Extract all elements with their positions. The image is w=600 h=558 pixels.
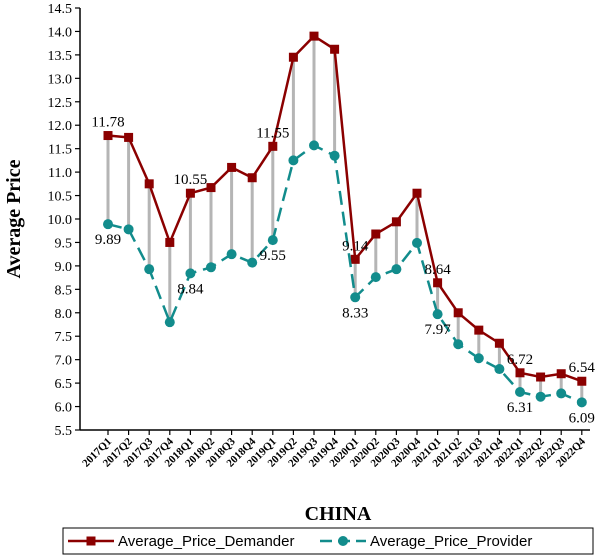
data-label: 6.54 bbox=[569, 360, 596, 376]
y-tick-label: 9.0 bbox=[55, 260, 73, 275]
data-point-circle bbox=[123, 224, 134, 235]
data-point-circle bbox=[267, 235, 278, 246]
legend: Average_Price_Demander Average_Price_Prov… bbox=[62, 527, 594, 555]
y-tick-label: 11.5 bbox=[48, 143, 72, 158]
y-tick-label: 13.5 bbox=[48, 49, 73, 64]
data-label: 11.55 bbox=[256, 125, 289, 141]
data-point-circle bbox=[391, 264, 402, 275]
data-point-circle bbox=[453, 339, 464, 350]
data-point-circle bbox=[432, 309, 443, 320]
data-point-circle bbox=[370, 272, 381, 283]
data-labels: 11.78 9.89 10.55 8.84 11.55 9.55 9.14 8.33 8.64 7… bbox=[91, 115, 595, 427]
y-axis-title: Average Price bbox=[3, 159, 25, 278]
data-point-square bbox=[453, 308, 463, 318]
data-point-circle bbox=[535, 391, 546, 402]
data-point-square bbox=[144, 179, 154, 189]
data-point-circle bbox=[329, 150, 340, 161]
data-point-square bbox=[103, 131, 113, 141]
data-point-square bbox=[433, 278, 443, 288]
data-point-circle bbox=[576, 397, 587, 408]
data-point-square bbox=[350, 254, 360, 264]
y-tick-label: 5.5 bbox=[55, 424, 73, 439]
y-tick-label: 11.0 bbox=[48, 166, 72, 181]
data-point-square bbox=[288, 52, 298, 62]
legend-marker-circle bbox=[338, 536, 348, 546]
data-point-circle bbox=[494, 364, 505, 375]
data-point-square bbox=[206, 183, 216, 193]
data-point-circle bbox=[288, 155, 299, 166]
data-label: 9.14 bbox=[342, 238, 369, 254]
data-point-circle bbox=[185, 268, 196, 279]
data-point-square bbox=[227, 162, 237, 172]
y-tick-label: 7.0 bbox=[55, 354, 73, 369]
data-point-square bbox=[309, 31, 319, 41]
y-tick-label: 12.5 bbox=[48, 96, 73, 111]
data-point-square bbox=[330, 44, 340, 54]
data-point-circle bbox=[309, 140, 319, 151]
data-point-square bbox=[247, 173, 257, 183]
data-label: 11.78 bbox=[91, 115, 124, 131]
data-label: 8.64 bbox=[424, 262, 451, 278]
data-point-square bbox=[536, 372, 546, 382]
legend-label: Average_Price_Provider bbox=[370, 533, 532, 550]
data-point-square bbox=[515, 368, 525, 378]
data-point-square bbox=[556, 369, 566, 379]
y-tick-label: 14.5 bbox=[48, 2, 73, 17]
legend-label: Average_Price_Demander bbox=[118, 533, 295, 550]
data-point-circle bbox=[473, 353, 484, 364]
data-point-square bbox=[494, 338, 504, 348]
y-tick-label: 8.0 bbox=[55, 307, 73, 322]
data-label: 8.84 bbox=[177, 281, 204, 297]
data-label: 9.55 bbox=[260, 248, 286, 264]
data-point-circle bbox=[226, 249, 237, 260]
y-tick-label: 14.0 bbox=[48, 25, 73, 40]
y-tick-label: 10.5 bbox=[48, 190, 73, 205]
data-point-circle bbox=[515, 387, 525, 398]
data-label: 6.31 bbox=[507, 400, 533, 416]
data-point-square bbox=[474, 325, 484, 335]
data-point-square bbox=[412, 188, 422, 198]
data-label: 6.09 bbox=[569, 410, 595, 426]
series-line-1 bbox=[107, 34, 583, 383]
data-point-circle bbox=[412, 237, 422, 248]
data-point-circle bbox=[164, 317, 175, 328]
x-axis-title: CHINA bbox=[305, 503, 372, 525]
data-point-square bbox=[391, 217, 401, 227]
data-point-circle bbox=[206, 262, 216, 273]
data-point-square bbox=[577, 376, 587, 386]
y-tick-label: 12.0 bbox=[48, 119, 73, 134]
data-point-square bbox=[185, 188, 195, 198]
data-point-square bbox=[124, 132, 134, 142]
y-tick-label: 10.0 bbox=[48, 213, 73, 228]
data-point-circle bbox=[350, 292, 361, 303]
data-point-square bbox=[371, 229, 381, 239]
data-point-circle bbox=[556, 388, 567, 399]
data-point-square bbox=[268, 141, 278, 151]
legend-marker-square bbox=[86, 536, 96, 546]
y-tick-label: 6.5 bbox=[55, 377, 73, 392]
y-tick-label: 13.0 bbox=[48, 72, 73, 87]
data-point-square bbox=[165, 237, 175, 247]
data-point-circle bbox=[144, 264, 155, 275]
data-label: 10.55 bbox=[174, 172, 208, 188]
y-tick-label: 6.0 bbox=[55, 401, 73, 416]
data-point-circle bbox=[103, 219, 113, 230]
data-label: 7.97 bbox=[424, 322, 451, 338]
y-tick-label: 8.5 bbox=[55, 283, 73, 298]
data-label: 8.33 bbox=[342, 305, 368, 321]
series-layer bbox=[103, 31, 587, 408]
data-label: 6.72 bbox=[507, 352, 533, 368]
y-tick-label: 9.5 bbox=[55, 236, 73, 251]
y-tick-label: 7.5 bbox=[55, 330, 73, 345]
data-label: 9.89 bbox=[95, 232, 121, 248]
data-point-circle bbox=[247, 257, 258, 268]
